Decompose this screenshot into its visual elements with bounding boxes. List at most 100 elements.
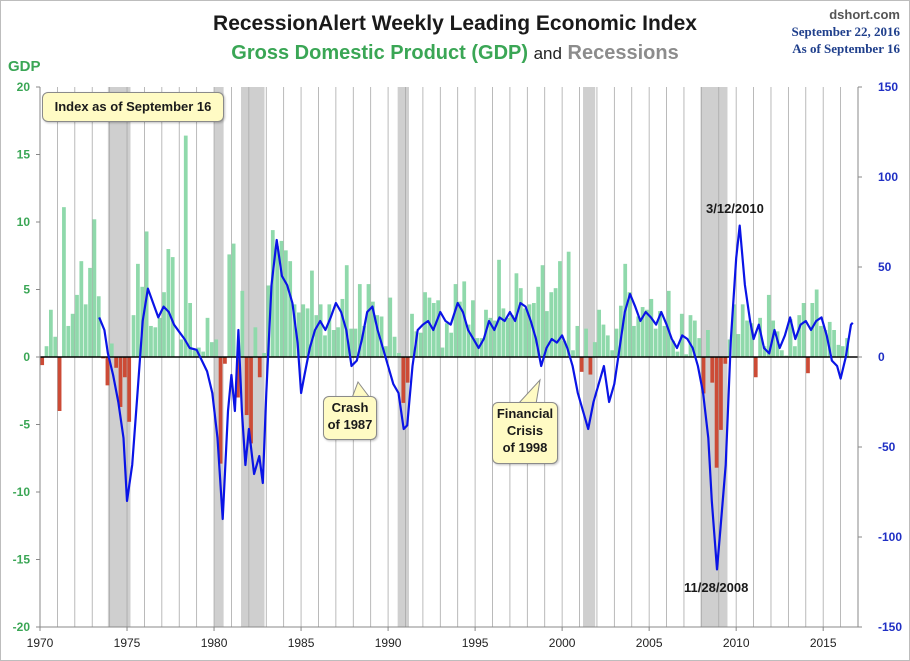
gdp-bar	[275, 246, 280, 357]
gdp-bar	[466, 324, 471, 357]
gdp-bar	[262, 352, 266, 357]
right-tick-label: 0	[878, 350, 885, 364]
gdp-bar	[584, 328, 588, 357]
gdp-bar	[745, 320, 749, 357]
gdp-bar	[79, 261, 84, 357]
gdp-bar	[819, 325, 823, 357]
gdp-bar	[183, 135, 188, 357]
gdp-bar	[797, 315, 802, 357]
subtitle-gdp: Gross Domestic Product (GDP)	[231, 42, 529, 64]
gdp-bar	[109, 343, 114, 357]
gdp-bar	[53, 336, 58, 357]
gdp-bar	[288, 261, 293, 357]
gdp-bar	[388, 297, 393, 357]
gdp-bar	[236, 357, 240, 398]
gdp-bar	[57, 357, 62, 411]
x-tick-label: 1975	[114, 636, 141, 650]
gdp-bar	[645, 309, 649, 357]
gdp-bar	[601, 324, 606, 357]
gdp-bar	[305, 308, 310, 357]
gdp-bar	[375, 315, 380, 357]
gdp-bar	[440, 347, 445, 357]
gdp-bar	[836, 344, 841, 357]
gdp-bar	[353, 328, 358, 357]
gdp-bar	[231, 243, 236, 357]
gdp-bar	[545, 311, 549, 357]
gdp-bar	[410, 313, 414, 357]
left-tick-label: -20	[13, 620, 31, 634]
right-tick-label: -150	[878, 620, 902, 634]
gdp-bar	[814, 289, 819, 357]
gdp-bar	[92, 219, 97, 357]
right-tick-label: -50	[878, 440, 896, 454]
gdp-bar	[788, 319, 793, 357]
gdp-bar	[323, 335, 327, 357]
crisis-1998-callout: Financial Crisis of 1998	[492, 402, 558, 464]
crisis-1998-line3: of 1998	[502, 440, 548, 455]
gdp-bar	[179, 339, 184, 357]
gdp-bar	[636, 316, 641, 357]
gdp-bar	[614, 328, 619, 357]
gdp-bar	[527, 304, 532, 357]
gdp-bar	[832, 330, 836, 357]
x-tick-label: 2010	[723, 636, 750, 650]
gdp-bar	[449, 332, 454, 357]
gdp-bar	[66, 325, 71, 357]
subtitle-recessions: Recessions	[567, 42, 679, 64]
crisis-1998-line2: Crisis	[506, 423, 544, 438]
gdp-bar	[810, 303, 815, 357]
gdp-bar	[70, 313, 75, 357]
x-tick-label: 2000	[549, 636, 576, 650]
source-block: dshort.com September 22, 2016 As of Sept…	[792, 6, 900, 57]
gdp-bar	[283, 250, 288, 357]
gdp-bar	[714, 357, 719, 468]
gdp-bar	[801, 303, 806, 357]
gdp-bar	[605, 335, 610, 357]
gdp-bar	[688, 315, 693, 357]
gdp-bar	[566, 251, 571, 357]
gdp-bar	[671, 340, 675, 357]
gdp-bar	[297, 312, 301, 357]
gdp-bar	[488, 317, 493, 357]
gdp-bar	[209, 342, 214, 357]
gdp-bar	[384, 346, 388, 357]
gdp-bar	[632, 325, 636, 357]
gdp-bar	[627, 292, 632, 357]
gdp-bar	[492, 320, 497, 357]
gdp-bar	[301, 304, 306, 357]
gdp-bar	[692, 320, 697, 357]
gdp-bar	[188, 303, 192, 357]
index-note-box: Index as of September 16	[42, 92, 224, 122]
gdp-bar	[749, 323, 754, 357]
gdp-bar	[253, 327, 258, 357]
x-tick-label: 1970	[27, 636, 54, 650]
gdp-bar	[592, 342, 597, 357]
gdp-bar	[327, 304, 332, 357]
gdp-bar	[292, 304, 297, 357]
left-tick-label: -15	[13, 553, 31, 567]
gdp-bar	[701, 357, 706, 394]
gdp-bar	[162, 292, 166, 357]
gdp-bar	[497, 259, 501, 357]
crash-1987-callout: Crash of 1987	[323, 396, 377, 440]
gdp-bar	[257, 357, 262, 378]
gdp-bar	[471, 300, 475, 357]
wlei-line	[98, 224, 854, 571]
right-tick-label: -100	[878, 530, 902, 544]
gdp-bar	[266, 285, 271, 357]
gdp-bar	[758, 317, 762, 357]
right-tick-label: 150	[878, 80, 898, 94]
gdp-bar	[423, 292, 427, 357]
gdp-bar	[96, 296, 101, 357]
gdp-bar	[149, 325, 153, 357]
gdp-bar	[397, 352, 401, 357]
gdp-bar	[201, 351, 206, 357]
gdp-bar	[479, 338, 484, 357]
gdp-bar	[192, 350, 197, 357]
gdp-bar	[157, 317, 162, 357]
gdp-bar	[427, 297, 432, 357]
gdp-bar	[105, 357, 110, 386]
left-tick-label: -10	[13, 485, 31, 499]
gdp-bar	[118, 357, 123, 407]
gdp-bar	[553, 288, 558, 357]
